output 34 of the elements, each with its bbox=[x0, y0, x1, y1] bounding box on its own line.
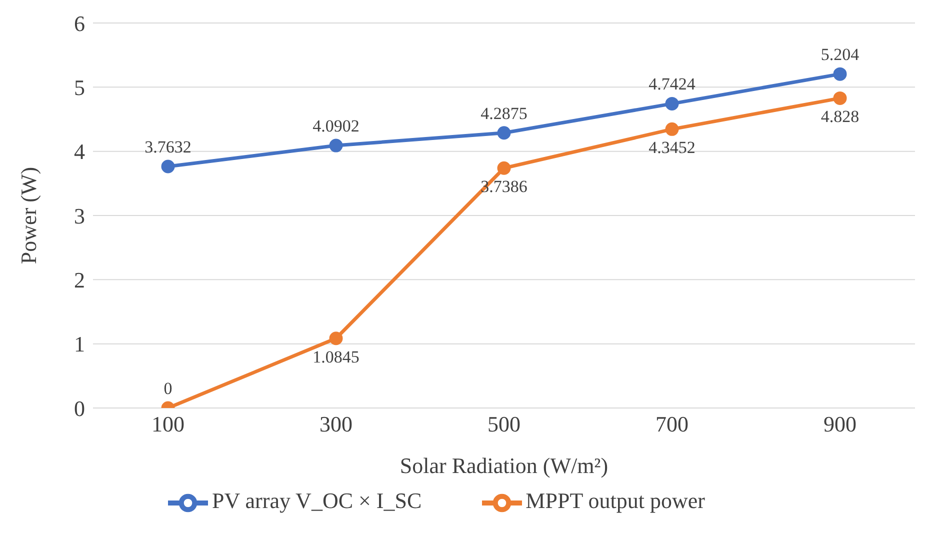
y-tick-label: 6 bbox=[74, 10, 85, 36]
point bbox=[329, 138, 343, 152]
data-label: 4.2875 bbox=[480, 104, 528, 123]
x-tick-label: 300 bbox=[320, 412, 352, 437]
data-label: 4.3452 bbox=[648, 138, 696, 158]
data-label: 4.828 bbox=[820, 107, 860, 126]
point bbox=[497, 126, 511, 140]
x-tick-label: 700 bbox=[656, 412, 688, 437]
data-label: 4.7424 bbox=[648, 74, 696, 94]
point bbox=[665, 96, 679, 110]
point bbox=[497, 161, 511, 175]
data-label: 3.7632 bbox=[144, 138, 192, 157]
x-tick-label: 500 bbox=[488, 412, 520, 437]
y-axis-title: Power (W) bbox=[16, 166, 41, 264]
point bbox=[833, 67, 847, 81]
y-tick-label: 5 bbox=[74, 74, 85, 100]
data-label: 1.0845 bbox=[312, 347, 360, 366]
y-tick-label: 4 bbox=[74, 139, 85, 164]
legend-label: MPPT output power bbox=[526, 488, 705, 514]
data-label: 4.0902 bbox=[312, 116, 360, 136]
point bbox=[161, 160, 175, 174]
x-tick-label: 100 bbox=[152, 412, 184, 437]
data-label: 0 bbox=[164, 379, 172, 398]
legend-label: PV array V_OC × I_SC bbox=[212, 488, 422, 514]
point bbox=[329, 332, 343, 346]
y-tick-label: 1 bbox=[74, 332, 85, 357]
y-tick-label: 2 bbox=[74, 267, 85, 292]
point bbox=[665, 122, 679, 136]
y-tick-label: 0 bbox=[74, 396, 85, 421]
x-axis-title: Solar Radiation (W/m²) bbox=[400, 453, 608, 478]
point bbox=[833, 91, 847, 105]
x-tick-label: 900 bbox=[824, 412, 856, 437]
y-tick-label: 3 bbox=[74, 203, 85, 228]
data-label: 5.204 bbox=[820, 45, 860, 64]
